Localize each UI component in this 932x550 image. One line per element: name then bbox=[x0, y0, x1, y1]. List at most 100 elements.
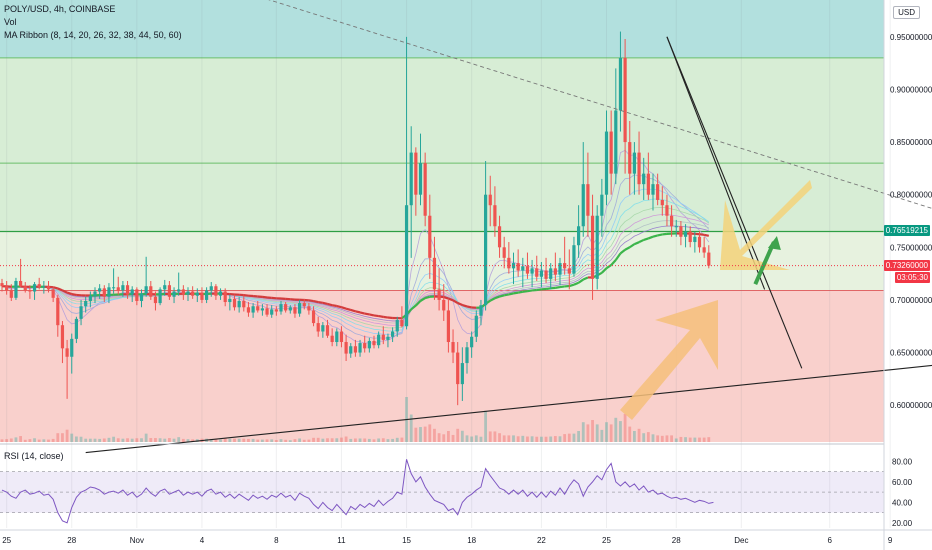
rsi-tick-label: 80.00 bbox=[892, 457, 913, 466]
candle-body-37 bbox=[172, 291, 176, 297]
candle-body-46 bbox=[214, 286, 218, 296]
volume-bar-5 bbox=[23, 439, 27, 442]
ma-ribbon-line-60-seg-112 bbox=[517, 290, 524, 294]
volume-bar-74 bbox=[344, 436, 348, 442]
volume-bar-85 bbox=[395, 437, 399, 442]
volume-bar-11 bbox=[51, 438, 55, 442]
volume-bar-33 bbox=[154, 438, 157, 442]
ma-ribbon-line-60-seg-82 bbox=[378, 315, 384, 318]
candle-body-63 bbox=[293, 307, 297, 314]
candle-body-136 bbox=[632, 152, 636, 174]
trendline-3 bbox=[85, 364, 932, 454]
candle-body-77 bbox=[358, 343, 362, 353]
ma-ribbon-line-60-seg-90 bbox=[415, 300, 422, 307]
symbol-legend[interactable]: POLY/USD, 4h, COINBASE bbox=[4, 4, 116, 14]
volume-bar-37 bbox=[172, 438, 176, 442]
currency-badge[interactable]: USD bbox=[893, 6, 920, 19]
candle-body-107 bbox=[497, 226, 502, 248]
candle-body-11 bbox=[51, 289, 55, 298]
volume-bar-65 bbox=[302, 439, 306, 442]
volume-bar-88 bbox=[409, 414, 413, 442]
ma-ribbon-line-60-seg-98 bbox=[452, 299, 459, 305]
ma-ribbon-line-60-seg-126 bbox=[582, 276, 589, 281]
volume-bar-68 bbox=[316, 437, 320, 442]
volume-bar-70 bbox=[326, 438, 329, 442]
candle-body-97 bbox=[451, 342, 455, 353]
volume-bar-132 bbox=[614, 417, 618, 442]
volume-bar-36 bbox=[168, 438, 171, 442]
ma-ribbon-line-60-seg-15 bbox=[66, 291, 73, 296]
candle-body-17 bbox=[79, 306, 83, 319]
candle-body-141 bbox=[656, 184, 660, 200]
volume-bar-83 bbox=[386, 439, 390, 442]
candle-body-13 bbox=[60, 325, 65, 349]
candle-body-92 bbox=[428, 215, 432, 258]
candle-body-15 bbox=[70, 338, 74, 357]
volume-bar-93 bbox=[433, 428, 436, 442]
candle-body-124 bbox=[577, 226, 581, 246]
candle-body-45 bbox=[209, 286, 213, 291]
candle-body-122 bbox=[567, 268, 571, 274]
ma-ribbon-line-60-seg-140 bbox=[647, 235, 654, 240]
ma-ribbon-line-60-seg-81 bbox=[373, 314, 379, 318]
volume-bar-17 bbox=[79, 436, 83, 442]
volume-bar-131 bbox=[609, 424, 613, 442]
candle-body-108 bbox=[502, 247, 506, 258]
ma-ribbon-line-60-seg-71 bbox=[327, 302, 333, 307]
volume-bar-54 bbox=[251, 438, 255, 442]
candle-body-81 bbox=[377, 334, 381, 346]
candle-body-52 bbox=[242, 300, 246, 308]
candle-body-34 bbox=[158, 289, 162, 304]
yellow-arrow-graphic bbox=[720, 180, 812, 270]
ma-ribbon-line-60-seg-67 bbox=[308, 299, 314, 303]
volume-bar-141 bbox=[656, 435, 660, 442]
volume-bar-30 bbox=[140, 438, 143, 442]
candle-body-61 bbox=[284, 304, 288, 311]
candle-body-144 bbox=[670, 215, 674, 227]
candle-body-10 bbox=[46, 286, 51, 290]
volume-bar-120 bbox=[558, 436, 562, 442]
candle-body-119 bbox=[553, 268, 557, 275]
volume-bar-47 bbox=[219, 439, 222, 442]
volume-bar-96 bbox=[447, 431, 450, 442]
ma-ribbon-line-60-seg-152 bbox=[703, 233, 710, 237]
ma-ribbon-line-60-seg-78 bbox=[359, 311, 365, 315]
candle-body-19 bbox=[88, 295, 92, 301]
rsi-legend[interactable]: RSI (14, close) bbox=[4, 451, 64, 461]
ma-ribbon-line-60-seg-74 bbox=[341, 306, 347, 310]
ma-ribbon-line-60-seg-130 bbox=[601, 267, 608, 274]
ma-ribbon-line-60-seg-68 bbox=[313, 299, 319, 304]
candle-body-20 bbox=[93, 291, 97, 296]
volume-bar-99 bbox=[460, 430, 464, 442]
ma-ribbon-line-60-seg-120 bbox=[555, 285, 561, 289]
candle-body-130 bbox=[604, 131, 609, 195]
ma-ribbon-line-60-seg-99 bbox=[457, 302, 463, 307]
volume-bar-27 bbox=[126, 438, 129, 442]
volume-bar-66 bbox=[307, 439, 311, 442]
candle-countdown-label: 03:05:30 bbox=[894, 271, 930, 283]
ma-ribbon-line-60-seg-110 bbox=[508, 292, 514, 296]
volume-bar-35 bbox=[163, 438, 167, 442]
volume-bar-16 bbox=[75, 436, 78, 442]
candle-body-88 bbox=[409, 152, 413, 206]
date-tick-label: 25 bbox=[602, 536, 611, 545]
candle-body-5 bbox=[23, 286, 27, 291]
volume-bar-62 bbox=[288, 440, 292, 442]
candle-body-28 bbox=[130, 289, 134, 295]
volume-bar-143 bbox=[665, 435, 669, 442]
volume-legend[interactable]: Vol bbox=[4, 17, 17, 27]
ma-ribbon-line-60-seg-121 bbox=[559, 285, 565, 289]
candle-body-35 bbox=[163, 285, 167, 290]
green-arrow-head-0 bbox=[767, 236, 781, 251]
volume-bar-71 bbox=[330, 438, 334, 442]
candle-body-6 bbox=[28, 290, 32, 292]
ma-ribbon-legend[interactable]: MA Ribbon (8, 14, 20, 26, 32, 38, 44, 50… bbox=[4, 30, 182, 40]
candle-body-2 bbox=[9, 290, 13, 298]
volume-bar-151 bbox=[702, 437, 706, 442]
volume-bar-86 bbox=[400, 437, 404, 442]
ma-ribbon-line-60-seg-92 bbox=[424, 295, 431, 300]
volume-bar-97 bbox=[451, 434, 455, 442]
volume-bar-4 bbox=[19, 436, 22, 442]
candle-body-148 bbox=[688, 231, 692, 243]
